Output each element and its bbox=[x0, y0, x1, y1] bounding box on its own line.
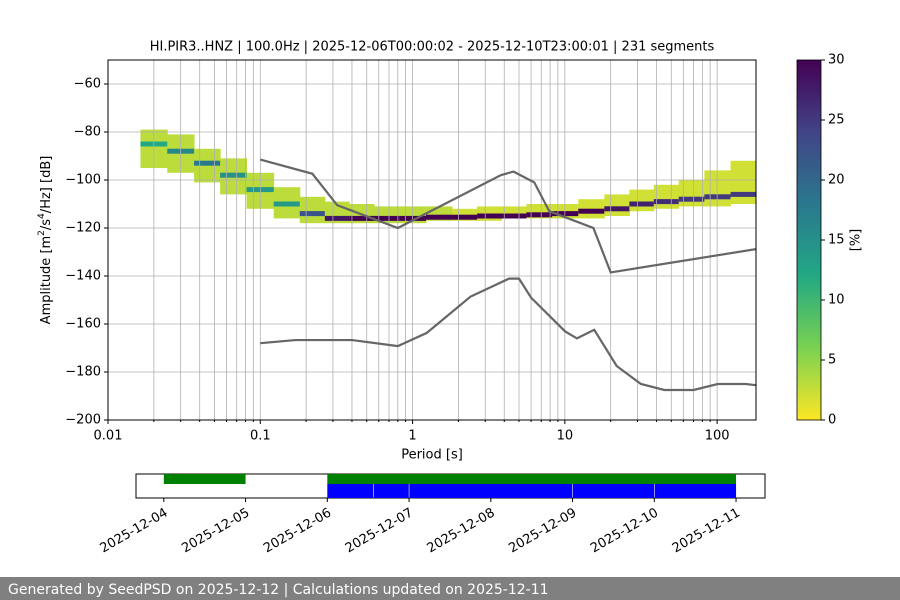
heatmap-mode bbox=[653, 199, 680, 205]
heatmap-mode bbox=[349, 215, 375, 221]
colorbar-tick-label: 25 bbox=[828, 113, 845, 128]
heatmap-mode bbox=[452, 214, 478, 220]
heatmap-band bbox=[678, 180, 705, 207]
heatmap-mode bbox=[629, 201, 655, 207]
y-tick-label: −200 bbox=[65, 413, 101, 428]
x-tick-label: 0.01 bbox=[94, 429, 123, 444]
heatmap-mode bbox=[399, 215, 427, 221]
heatmap-mode bbox=[501, 213, 527, 219]
coverage-segment bbox=[163, 474, 246, 484]
heatmap-mode bbox=[552, 211, 579, 217]
y-tick-label: −100 bbox=[65, 173, 101, 188]
colorbar-label: [%] bbox=[849, 229, 864, 252]
chart-title: HI.PIR3..HNZ | 100.0Hz | 2025-12-06T00:0… bbox=[150, 40, 715, 55]
y-tick-label: −80 bbox=[74, 125, 101, 140]
x-tick-label: 2025-12-06 bbox=[261, 506, 334, 557]
x-tick-label: 10 bbox=[557, 429, 574, 444]
y-tick-label: −140 bbox=[65, 269, 101, 284]
data-segment bbox=[654, 484, 737, 498]
heatmap-band bbox=[629, 189, 655, 212]
heatmap-band bbox=[299, 196, 326, 224]
colorbar-tick-label: 30 bbox=[828, 53, 845, 68]
y-tick-label: −180 bbox=[65, 365, 101, 380]
data-segment bbox=[409, 484, 573, 498]
plot-frame bbox=[107, 59, 757, 421]
heatmap-mode bbox=[730, 191, 756, 197]
heatmap-band bbox=[604, 194, 630, 216]
x-tick-label: 2025-12-04 bbox=[98, 506, 171, 557]
x-tick-label: 0.1 bbox=[250, 429, 271, 444]
y-label-sup: 2 bbox=[37, 230, 47, 236]
heatmap-mode bbox=[425, 214, 453, 220]
heatmap-mode bbox=[477, 213, 502, 219]
x-tick-label: 2025-12-10 bbox=[588, 506, 661, 557]
y-axis-label: Amplitude [m2/s4/Hz] [dB] bbox=[37, 156, 54, 325]
colorbar-tick-label: 20 bbox=[828, 173, 845, 188]
heatmap-mode bbox=[578, 208, 605, 214]
heatmap-band bbox=[730, 160, 756, 204]
noise-model-line bbox=[260, 277, 756, 392]
heatmap-mode bbox=[604, 206, 630, 212]
heatmap-mode bbox=[220, 172, 248, 178]
y-label-part: /s bbox=[39, 219, 54, 230]
x-tick-label: 2025-12-05 bbox=[179, 506, 252, 557]
colorbar-tick-label: 10 bbox=[828, 293, 845, 308]
x-tick-label: 2025-12-09 bbox=[506, 506, 579, 557]
y-tick-label: −160 bbox=[65, 317, 101, 332]
x-axis-label: Period [s] bbox=[401, 448, 463, 463]
data-segment bbox=[327, 484, 374, 498]
y-tick-label: −120 bbox=[65, 221, 101, 236]
heatmap-mode bbox=[299, 211, 326, 217]
colorbar-tick-label: 15 bbox=[828, 233, 845, 248]
heatmap-mode bbox=[324, 215, 350, 221]
heatmap-band bbox=[704, 170, 732, 207]
y-label-part: /Hz] [dB] bbox=[39, 156, 54, 214]
heatmap-mode bbox=[194, 160, 221, 166]
y-label-part: Amplitude [m bbox=[39, 236, 54, 325]
x-tick-label: 2025-12-11 bbox=[670, 506, 743, 557]
x-tick-label: 1 bbox=[408, 429, 416, 444]
colorbar bbox=[796, 59, 822, 421]
heatmap-mode bbox=[273, 201, 301, 207]
heatmap-mode bbox=[526, 212, 553, 218]
footer-text: Generated by SeedPSD on 2025-12-12 | Cal… bbox=[8, 582, 549, 598]
x-tick-label: 100 bbox=[705, 429, 730, 444]
y-label-sup: 4 bbox=[37, 213, 47, 219]
colorbar-tick-label: 5 bbox=[828, 353, 836, 368]
footer-bar bbox=[0, 577, 900, 600]
heatmap-mode bbox=[374, 215, 401, 221]
colorbar-tick-label: 0 bbox=[828, 413, 836, 428]
coverage-segment bbox=[327, 474, 737, 484]
heatmap-mode bbox=[704, 194, 732, 200]
data-segment bbox=[373, 484, 409, 498]
y-tick-label: −60 bbox=[74, 77, 101, 92]
heatmap-mode bbox=[678, 196, 705, 202]
heatmap bbox=[140, 129, 756, 224]
x-tick-label: 2025-12-07 bbox=[343, 506, 416, 557]
noise-model-line bbox=[259, 158, 756, 274]
x-tick-label: 2025-12-08 bbox=[425, 506, 498, 557]
heatmap-band bbox=[653, 184, 680, 209]
data-segment bbox=[572, 484, 655, 498]
